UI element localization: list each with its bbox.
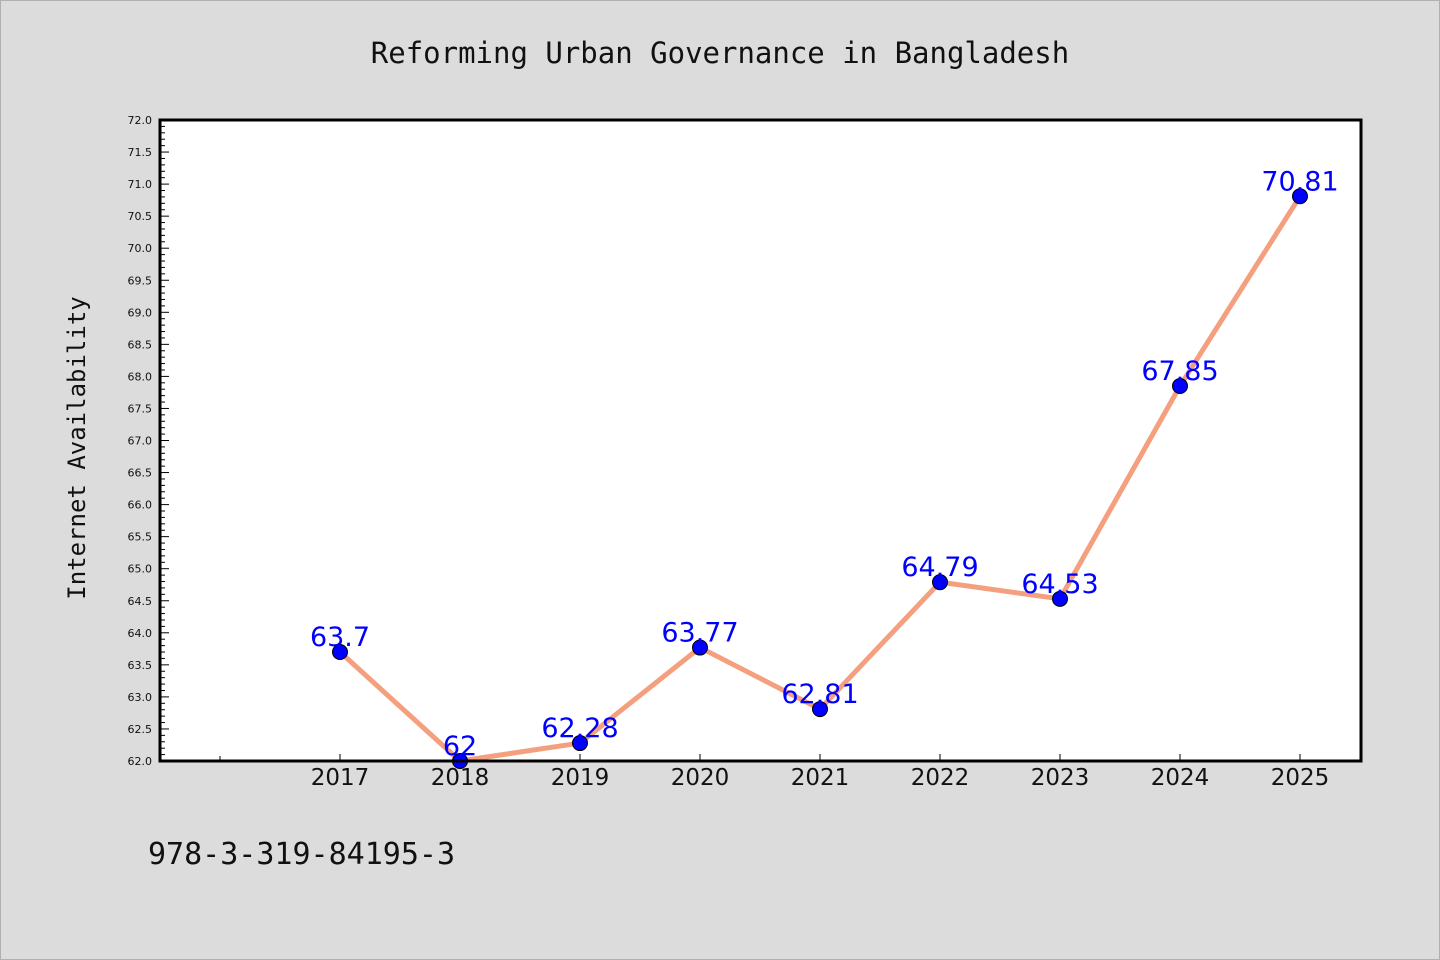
x-tick-label: 2024	[1151, 765, 1210, 791]
data-point-marker	[812, 701, 828, 718]
chart-title: Reforming Urban Governance in Bangladesh	[371, 36, 1069, 70]
data-point-marker	[932, 574, 948, 591]
y-tick-label: 67.0	[128, 435, 153, 448]
data-label: 67.85	[1141, 356, 1218, 387]
data-point-marker	[332, 644, 348, 661]
y-axis-label: Internet Availability	[63, 296, 91, 599]
plot-area	[160, 120, 1361, 761]
y-tick-label: 69.0	[128, 306, 153, 319]
data-label: 62.81	[781, 679, 858, 710]
plot-border	[158, 118, 1363, 763]
data-label: 63.77	[661, 618, 738, 649]
data-label: 62	[443, 731, 477, 762]
y-tick-label: 68.0	[128, 370, 153, 383]
x-tick-label: 2023	[1031, 765, 1090, 791]
y-tick-label: 70.0	[128, 242, 153, 255]
data-point-marker	[572, 735, 588, 752]
y-tick-label: 71.0	[128, 178, 153, 191]
data-label: 70.81	[1261, 166, 1338, 197]
x-tick-label: 2022	[911, 765, 970, 791]
data-label: 64.79	[901, 552, 978, 583]
y-tick-label: 62.0	[128, 755, 153, 768]
y-tick-label: 65.5	[128, 531, 153, 544]
y-tick-label: 65.0	[128, 563, 153, 576]
x-tick-label: 2018	[431, 765, 490, 791]
x-tick-label: 2025	[1271, 765, 1330, 791]
y-tick-label: 64.5	[128, 595, 153, 608]
y-tick-label: 71.5	[128, 146, 153, 159]
y-tick-label: 66.0	[128, 499, 153, 512]
y-tick-label: 63.5	[128, 659, 153, 672]
x-tick-label: 2019	[551, 765, 610, 791]
data-point-marker	[1292, 188, 1308, 205]
data-point-marker	[692, 639, 708, 656]
y-tick-label: 70.5	[128, 210, 153, 223]
y-tick-label: 67.5	[128, 402, 153, 415]
data-label-layer: 63.7 62 62.28 63.77 62.81 64.79 64.53 67.85 70.8…	[310, 166, 1339, 762]
y-axis-ticks: 62.0 62.5 63.0 63.5 64.0 64.5 65.0 65.5 66.0 66.5…	[128, 114, 169, 768]
isbn-text: 978-3-319-84195-3	[148, 837, 455, 872]
series-layer	[332, 188, 1308, 769]
x-tick-label: 2020	[671, 765, 730, 791]
data-point-marker	[1052, 590, 1068, 607]
y-tick-label: 66.5	[128, 467, 153, 480]
data-label: 63.7	[310, 622, 370, 653]
y-tick-label: 62.5	[128, 723, 153, 736]
data-label: 64.53	[1021, 569, 1098, 600]
y-tick-label: 69.5	[128, 274, 153, 287]
x-axis-ticks: 2017 2018 2019 2020 2021 2022 2023 2024 2025	[219, 754, 1330, 791]
data-point-marker	[1172, 378, 1188, 395]
y-tick-label: 68.5	[128, 338, 153, 351]
x-tick-label: 2021	[791, 765, 850, 791]
y-tick-label: 64.0	[128, 627, 153, 640]
x-tick-label: 2017	[311, 765, 370, 791]
y-tick-label: 63.0	[128, 691, 153, 704]
y-tick-label: 72.0	[128, 114, 153, 127]
data-label: 62.28	[541, 713, 618, 744]
